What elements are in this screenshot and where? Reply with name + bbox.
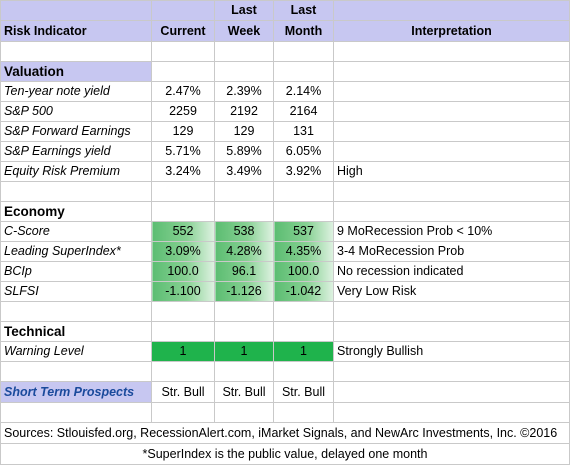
indicator-name: S&P Forward Earnings: [0, 121, 152, 142]
spacer-row: [0, 402, 570, 423]
last-week-value: 4.28%: [214, 241, 274, 262]
valuation-section-title: Valuation: [0, 61, 152, 82]
interpretation-value: [333, 81, 570, 102]
indicator-name: Ten-year note yield: [0, 81, 152, 102]
header-last-week-line2: Week: [214, 20, 274, 42]
last-week-value: 3.49%: [214, 161, 274, 182]
interpretation-value: Very Low Risk: [333, 281, 570, 302]
table-row: Equity Risk Premium 3.24% 3.49% 3.92% Hi…: [0, 161, 570, 182]
last-week-value: 5.89%: [214, 141, 274, 162]
current-value: 2.47%: [151, 81, 215, 102]
table-row: Ten-year note yield 2.47% 2.39% 2.14%: [0, 81, 570, 102]
interpretation-value: 3-4 MoRecession Prob: [333, 241, 570, 262]
interpretation-value: [333, 141, 570, 162]
table-row: SLFSI -1.100 -1.126 -1.042 Very Low Risk: [0, 281, 570, 302]
sources-row: Sources: Stlouisfed.org, RecessionAlert.…: [0, 422, 570, 444]
table-row: S&P Earnings yield 5.71% 5.89% 6.05%: [0, 141, 570, 162]
header-blank: [0, 0, 152, 21]
table-row: Warning Level 1 1 1 Strongly Bullish: [0, 341, 570, 362]
interpretation-value: No recession indicated: [333, 261, 570, 282]
last-month-value: 2164: [273, 101, 334, 122]
last-week-value: 2.39%: [214, 81, 274, 102]
prospects-current: Str. Bull: [151, 381, 215, 403]
spacer-row: [0, 181, 570, 202]
header-last-month-line1: Last: [273, 0, 334, 21]
last-month-value: 2.14%: [273, 81, 334, 102]
technical-section-title: Technical: [0, 321, 152, 342]
prospects-last-month: Str. Bull: [273, 381, 334, 403]
current-value: 5.71%: [151, 141, 215, 162]
current-value: 3.24%: [151, 161, 215, 182]
header-last-week-line1: Last: [214, 0, 274, 21]
last-month-value: 6.05%: [273, 141, 334, 162]
spacer-row: [0, 361, 570, 382]
valuation-section-row: Valuation: [0, 61, 570, 82]
last-week-value: 96.1: [214, 261, 274, 282]
current-value: 1: [151, 341, 215, 362]
indicator-name: Warning Level: [0, 341, 152, 362]
current-value: 2259: [151, 101, 215, 122]
last-week-value: 129: [214, 121, 274, 142]
footnote-row: *SuperIndex is the public value, delayed…: [0, 443, 570, 465]
footnote-text: *SuperIndex is the public value, delayed…: [0, 443, 570, 465]
prospects-label: Short Term Prospects: [0, 381, 152, 403]
header-blank: [151, 0, 215, 21]
last-week-value: 2192: [214, 101, 274, 122]
last-week-value: -1.126: [214, 281, 274, 302]
current-value: 3.09%: [151, 241, 215, 262]
interpretation-value: 9 MoRecession Prob < 10%: [333, 221, 570, 242]
spacer-row: [0, 41, 570, 62]
table-row: C-Score 552 538 537 9 MoRecession Prob <…: [0, 221, 570, 242]
indicator-name: S&P Earnings yield: [0, 141, 152, 162]
prospects-interpretation: [333, 381, 570, 403]
interpretation-value: Strongly Bullish: [333, 341, 570, 362]
current-value: 552: [151, 221, 215, 242]
prospects-row: Short Term Prospects Str. Bull Str. Bull…: [0, 381, 570, 403]
last-month-value: 1: [273, 341, 334, 362]
header-row: Risk Indicator Current Week Month Interp…: [0, 20, 570, 42]
last-month-value: 100.0: [273, 261, 334, 282]
technical-section-row: Technical: [0, 321, 570, 342]
prospects-last-week: Str. Bull: [214, 381, 274, 403]
sources-text: Sources: Stlouisfed.org, RecessionAlert.…: [0, 422, 570, 444]
indicator-name: SLFSI: [0, 281, 152, 302]
header-interpretation: Interpretation: [333, 20, 570, 42]
indicator-name: Leading SuperIndex*: [0, 241, 152, 262]
last-week-value: 1: [214, 341, 274, 362]
last-month-value: 4.35%: [273, 241, 334, 262]
header-risk-indicator: Risk Indicator: [0, 20, 152, 42]
header-current: Current: [151, 20, 215, 42]
current-value: 129: [151, 121, 215, 142]
current-value: 100.0: [151, 261, 215, 282]
table-row: S&P Forward Earnings 129 129 131: [0, 121, 570, 142]
last-week-value: 538: [214, 221, 274, 242]
interpretation-value: [333, 101, 570, 122]
current-value: -1.100: [151, 281, 215, 302]
last-month-value: 537: [273, 221, 334, 242]
last-month-value: 131: [273, 121, 334, 142]
interpretation-value: [333, 121, 570, 142]
table-row: S&P 500 2259 2192 2164: [0, 101, 570, 122]
economy-section-row: Economy: [0, 201, 570, 222]
last-month-value: 3.92%: [273, 161, 334, 182]
table-row: Leading SuperIndex* 3.09% 4.28% 4.35% 3-…: [0, 241, 570, 262]
spacer-row: [0, 301, 570, 322]
table-row: BCIp 100.0 96.1 100.0 No recession indic…: [0, 261, 570, 282]
economy-section-title: Economy: [0, 201, 152, 222]
header-blank: [333, 0, 570, 21]
header-last-month-line2: Month: [273, 20, 334, 42]
last-month-value: -1.042: [273, 281, 334, 302]
indicator-name: BCIp: [0, 261, 152, 282]
indicator-name: Equity Risk Premium: [0, 161, 152, 182]
interpretation-value: High: [333, 161, 570, 182]
header-row-top: Last Last: [0, 0, 570, 21]
indicator-name: C-Score: [0, 221, 152, 242]
indicator-name: S&P 500: [0, 101, 152, 122]
